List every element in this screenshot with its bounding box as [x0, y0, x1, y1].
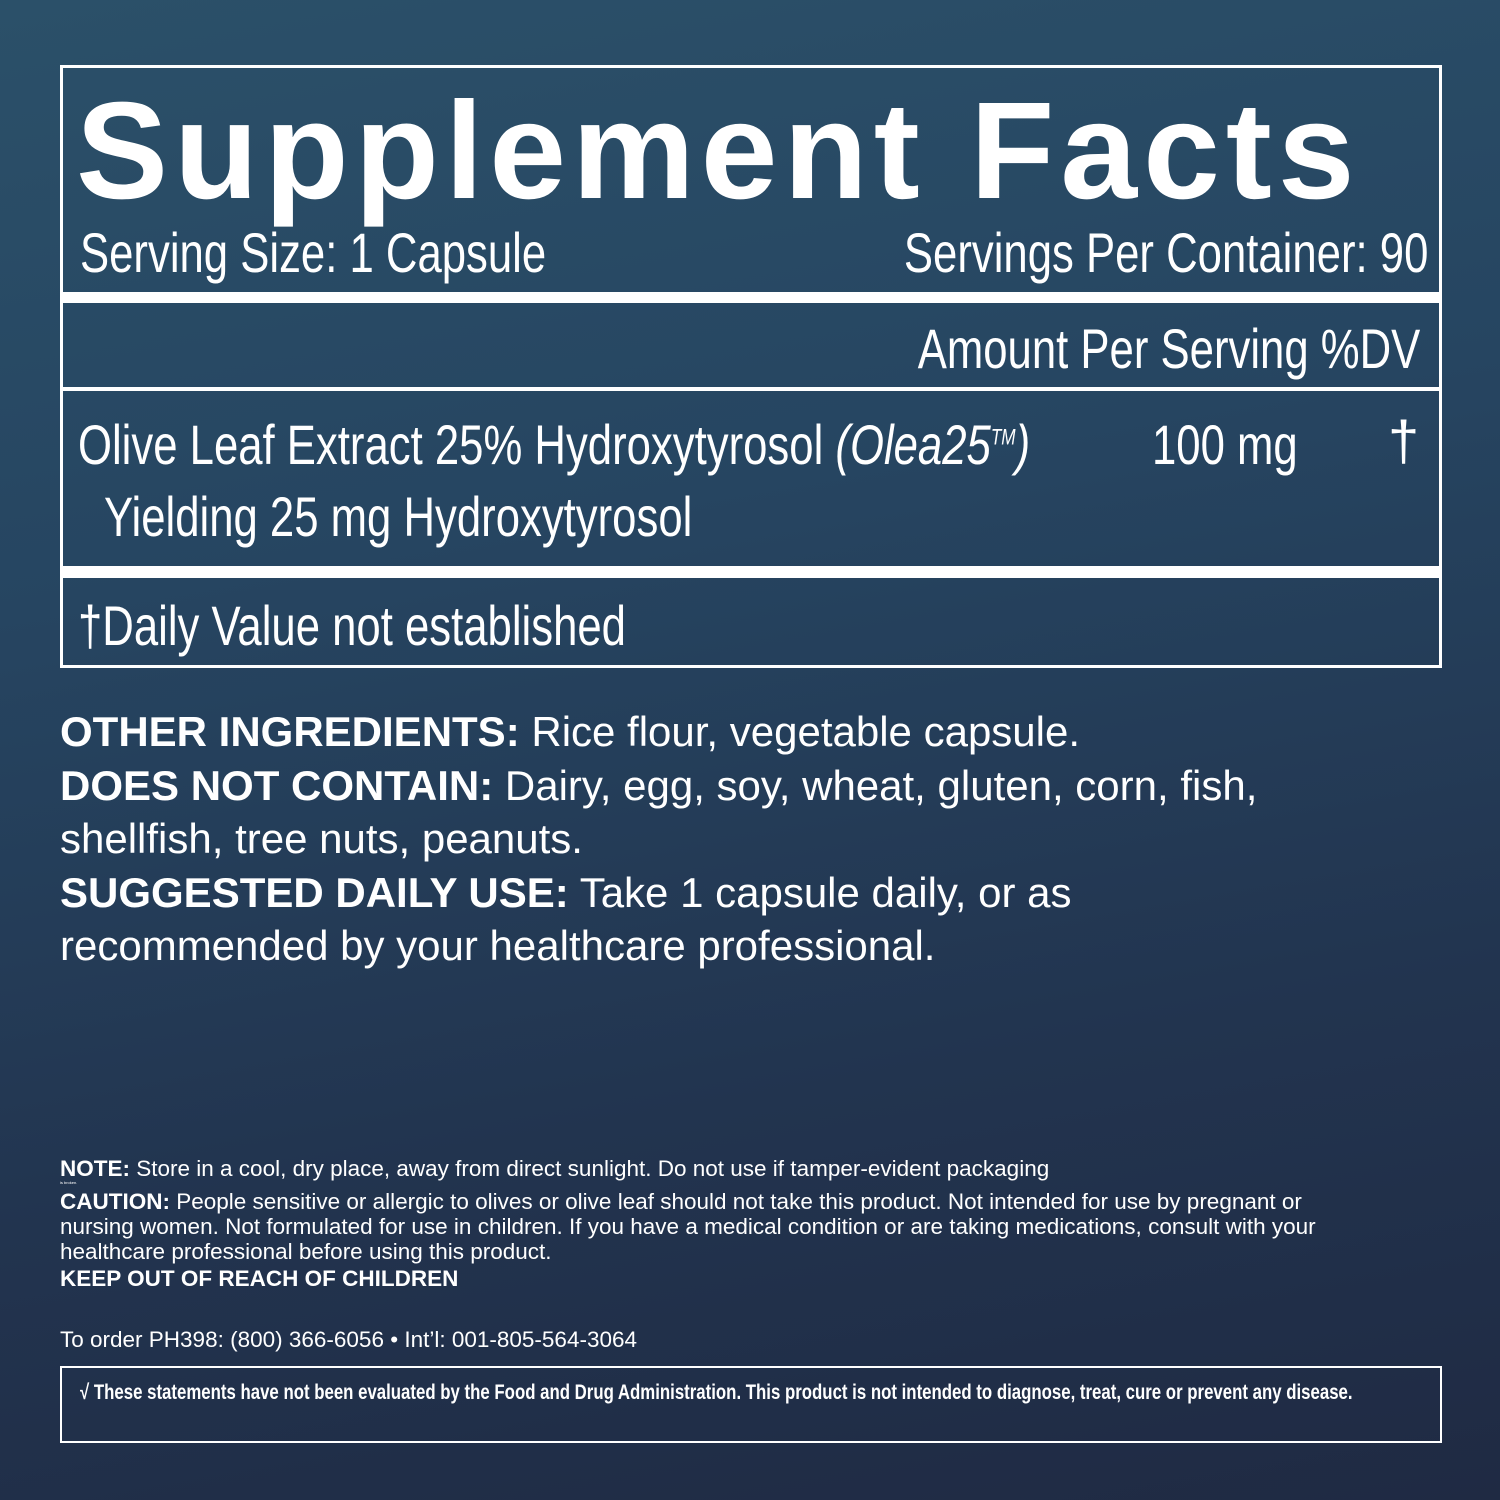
servings-per-container: Servings Per Container: 90	[903, 221, 1428, 284]
ingredient-dv: †	[1388, 409, 1420, 472]
ingredient-sub: Yielding 25 mg Hydroxytyrosol	[104, 485, 693, 548]
panel-title: Supplement Facts	[76, 74, 1361, 228]
fda-disclaimer-box	[60, 1366, 1442, 1443]
keep-out-of-reach: KEEP OUT OF REACH OF CHILDREN	[60, 1266, 459, 1291]
footnote: †Daily Value not established	[78, 594, 626, 657]
amount-per-serving-header: Amount Per Serving	[917, 317, 1309, 380]
thick-divider	[63, 292, 1439, 303]
ingredient-brand: (Olea25TM)	[835, 413, 1031, 476]
fda-disclaimer: √ These statements have not been evaluat…	[80, 1381, 1353, 1404]
ingredient-row: Olive Leaf Extract 25% Hydroxytyrosol (O…	[78, 412, 1299, 477]
ingredient-amount: 100 mg	[1152, 413, 1298, 476]
ingredient-name: Olive Leaf Extract 25% Hydroxytyrosol	[78, 413, 824, 476]
divider	[63, 387, 1439, 391]
storage-note: NOTE: Store in a cool, dry place, away f…	[60, 1156, 1050, 1181]
caution: CAUTION: People sensitive or allergic to…	[60, 1189, 1316, 1264]
thick-divider	[63, 566, 1439, 578]
dv-header: %DV	[1320, 317, 1420, 380]
serving-size: Serving Size: 1 Capsule	[80, 221, 547, 284]
other-ingredients: OTHER INGREDIENTS: Rice flour, vegetable…	[60, 708, 1081, 755]
suggested-use: SUGGESTED DAILY USE: Take 1 capsule dail…	[60, 869, 1072, 916]
note-tiny: is broken.	[60, 1180, 78, 1185]
supplement-facts-panel	[60, 65, 1442, 668]
does-not-contain: DOES NOT CONTAIN: Dairy, egg, soy, wheat…	[60, 762, 1258, 809]
order-info: To order PH398: (800) 366-6056 • Int’l: …	[60, 1327, 638, 1352]
